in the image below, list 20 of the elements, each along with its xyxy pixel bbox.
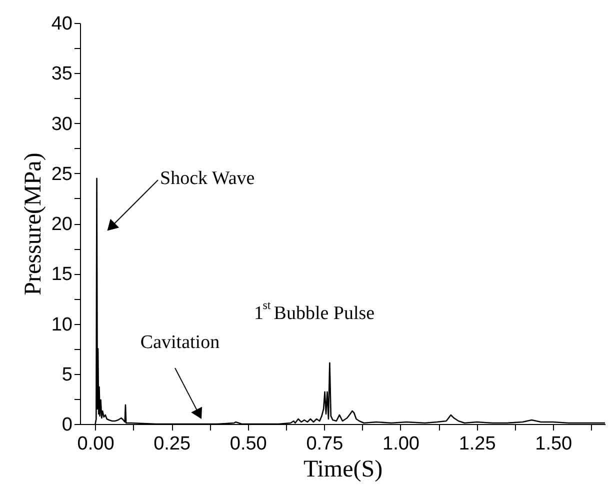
y-tick-label: 20 — [51, 214, 72, 235]
x-tick-label: 1.50 — [535, 434, 572, 454]
x-tick-label: 0.00 — [77, 434, 114, 454]
y-tick-label: 10 — [51, 314, 72, 336]
x-tick-label: 0.50 — [230, 434, 267, 454]
annotation: Shock Wave — [160, 168, 255, 189]
x-tick-label: 1.00 — [382, 434, 420, 454]
x-tick-label: 1.25 — [458, 434, 496, 454]
y-tick-label: 40 — [51, 14, 72, 34]
y-tick-label: 15 — [51, 264, 72, 286]
y-tick-label: 25 — [51, 164, 72, 185]
x-tick-label: 0.75 — [306, 434, 344, 454]
y-axis-title: Pressure(MPa) — [20, 152, 46, 296]
y-tick-label: 5 — [62, 364, 72, 386]
x-axis-title: Time(S) — [303, 456, 383, 482]
y-tick-label: 0 — [62, 414, 72, 436]
y-tick-label: 30 — [51, 114, 72, 135]
x-tick-label: 0.25 — [154, 434, 191, 454]
y-tick-label: 35 — [51, 64, 72, 85]
annotation: Cavitation — [140, 332, 220, 353]
